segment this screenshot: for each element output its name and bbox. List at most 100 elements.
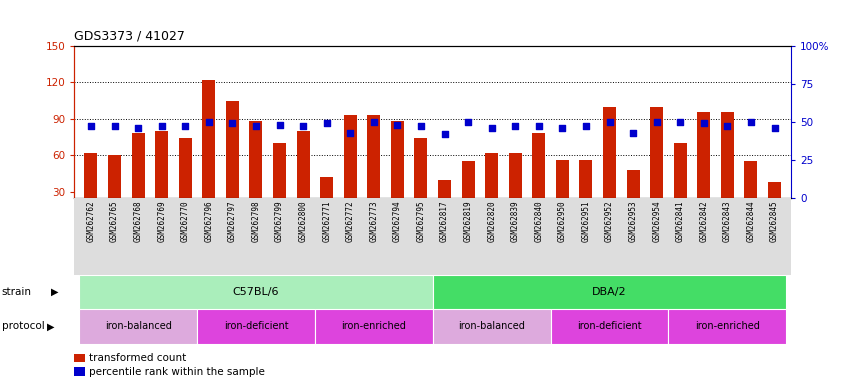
Text: GSM262800: GSM262800	[299, 201, 308, 242]
Point	[320, 120, 333, 126]
Point	[697, 120, 711, 126]
Bar	[551, 309, 668, 344]
Bar	[226, 101, 239, 228]
Point	[272, 122, 286, 128]
Bar	[603, 107, 616, 228]
Text: GSM262771: GSM262771	[322, 201, 331, 242]
Bar	[315, 309, 432, 344]
Point	[179, 123, 192, 129]
Bar	[768, 182, 781, 228]
Text: GSM262796: GSM262796	[204, 201, 213, 242]
Text: iron-balanced: iron-balanced	[459, 321, 525, 331]
Text: GDS3373 / 41027: GDS3373 / 41027	[74, 29, 185, 42]
Bar	[343, 115, 357, 228]
Bar	[273, 143, 286, 228]
Text: DBA/2: DBA/2	[592, 287, 627, 297]
Bar	[432, 275, 786, 309]
Point	[485, 125, 498, 131]
Point	[296, 123, 310, 129]
Bar	[250, 121, 262, 228]
Bar	[744, 161, 757, 228]
Point	[226, 120, 239, 126]
Bar	[697, 112, 711, 228]
Point	[107, 123, 121, 129]
Point	[626, 129, 640, 136]
Bar	[438, 180, 451, 228]
Bar	[74, 198, 791, 275]
Bar	[320, 177, 333, 228]
Point	[532, 123, 546, 129]
Text: iron-deficient: iron-deficient	[223, 321, 288, 331]
Bar	[721, 112, 733, 228]
Point	[202, 119, 216, 125]
Text: GSM262772: GSM262772	[346, 201, 354, 242]
Text: GSM262798: GSM262798	[251, 201, 261, 242]
Text: GSM262954: GSM262954	[652, 201, 662, 242]
Text: GSM262952: GSM262952	[605, 201, 614, 242]
Text: GSM262820: GSM262820	[487, 201, 496, 242]
Text: strain: strain	[2, 287, 31, 297]
Text: GSM262844: GSM262844	[746, 201, 755, 242]
Bar	[580, 160, 592, 228]
Point	[461, 119, 475, 125]
Bar	[367, 115, 381, 228]
Text: percentile rank within the sample: percentile rank within the sample	[89, 367, 265, 377]
Text: GSM262768: GSM262768	[134, 201, 143, 242]
Text: GSM262950: GSM262950	[558, 201, 567, 242]
Point	[650, 119, 663, 125]
Point	[744, 119, 758, 125]
Text: iron-deficient: iron-deficient	[577, 321, 642, 331]
Bar	[668, 309, 786, 344]
Bar	[80, 309, 197, 344]
Bar	[627, 170, 640, 228]
Text: GSM262794: GSM262794	[393, 201, 402, 242]
Bar	[673, 143, 687, 228]
Bar	[179, 138, 192, 228]
Bar	[462, 161, 475, 228]
Point	[85, 123, 98, 129]
Point	[391, 122, 404, 128]
Point	[367, 119, 381, 125]
Text: GSM262765: GSM262765	[110, 201, 119, 242]
Bar	[197, 309, 315, 344]
Point	[580, 123, 593, 129]
Point	[602, 119, 616, 125]
Point	[250, 123, 263, 129]
Text: GSM262817: GSM262817	[440, 201, 449, 242]
Text: GSM262840: GSM262840	[535, 201, 543, 242]
Text: iron-enriched: iron-enriched	[342, 321, 406, 331]
Bar	[556, 160, 569, 228]
Bar	[485, 153, 498, 228]
Bar	[85, 153, 97, 228]
Text: GSM262839: GSM262839	[511, 201, 519, 242]
Point	[415, 123, 428, 129]
Text: GSM262769: GSM262769	[157, 201, 166, 242]
Bar	[297, 131, 310, 228]
Text: transformed count: transformed count	[89, 353, 186, 363]
Text: ▶: ▶	[47, 321, 54, 331]
Text: GSM262951: GSM262951	[581, 201, 591, 242]
Text: iron-enriched: iron-enriched	[695, 321, 760, 331]
Text: GSM262770: GSM262770	[181, 201, 190, 242]
Text: GSM262841: GSM262841	[676, 201, 684, 242]
Text: GSM262795: GSM262795	[416, 201, 426, 242]
Point	[131, 125, 145, 131]
Text: GSM262762: GSM262762	[86, 201, 96, 242]
Bar	[432, 309, 551, 344]
Text: GSM262842: GSM262842	[700, 201, 708, 242]
Point	[556, 125, 569, 131]
Point	[155, 123, 168, 129]
Bar	[108, 155, 121, 228]
Bar	[80, 275, 432, 309]
Text: C57BL/6: C57BL/6	[233, 287, 279, 297]
Point	[673, 119, 687, 125]
Point	[508, 123, 522, 129]
Text: ▶: ▶	[51, 287, 58, 297]
Text: iron-balanced: iron-balanced	[105, 321, 172, 331]
Text: GSM262843: GSM262843	[722, 201, 732, 242]
Text: GSM262953: GSM262953	[629, 201, 638, 242]
Bar	[532, 134, 546, 228]
Text: GSM262845: GSM262845	[770, 201, 779, 242]
Text: protocol: protocol	[2, 321, 45, 331]
Bar	[508, 153, 522, 228]
